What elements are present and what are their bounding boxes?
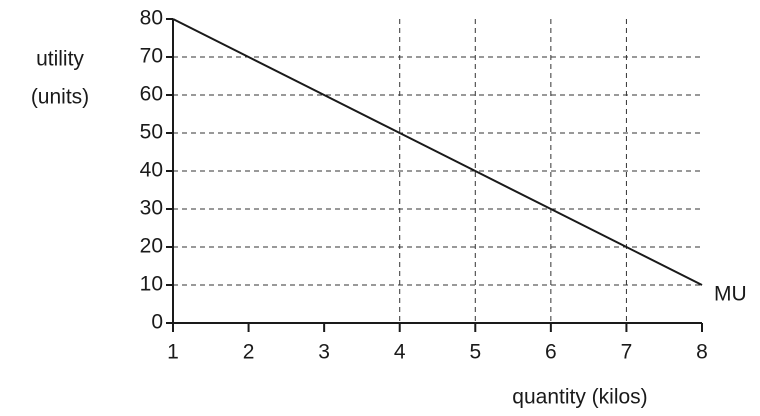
- x-tick-label: 6: [545, 341, 557, 364]
- x-tick-label: 1: [167, 341, 179, 364]
- y-tick-label: 10: [140, 273, 163, 296]
- x-tick-label: 2: [243, 341, 255, 364]
- x-tick-label: 5: [469, 341, 481, 364]
- y-axis-label: utility: [36, 48, 84, 71]
- y-axis-label: (units): [31, 86, 89, 109]
- x-tick-label: 4: [394, 341, 406, 364]
- y-tick-label: 80: [140, 7, 163, 30]
- line: [172, 18, 703, 286]
- y-tick-label: 20: [140, 235, 163, 258]
- y-tick-label: 50: [140, 121, 163, 144]
- x-axis-label: quantity (kilos): [512, 386, 647, 409]
- x-tick-label: 8: [696, 341, 708, 364]
- y-tick-label: 60: [140, 83, 163, 106]
- y-tick-label: 70: [140, 45, 163, 68]
- x-tick-label: 3: [318, 341, 330, 364]
- y-tick-label: 0: [151, 311, 163, 334]
- series-label: MU: [714, 283, 747, 306]
- y-tick-label: 30: [140, 197, 163, 220]
- x-tick-label: 7: [621, 341, 633, 364]
- y-tick-label: 40: [140, 159, 163, 182]
